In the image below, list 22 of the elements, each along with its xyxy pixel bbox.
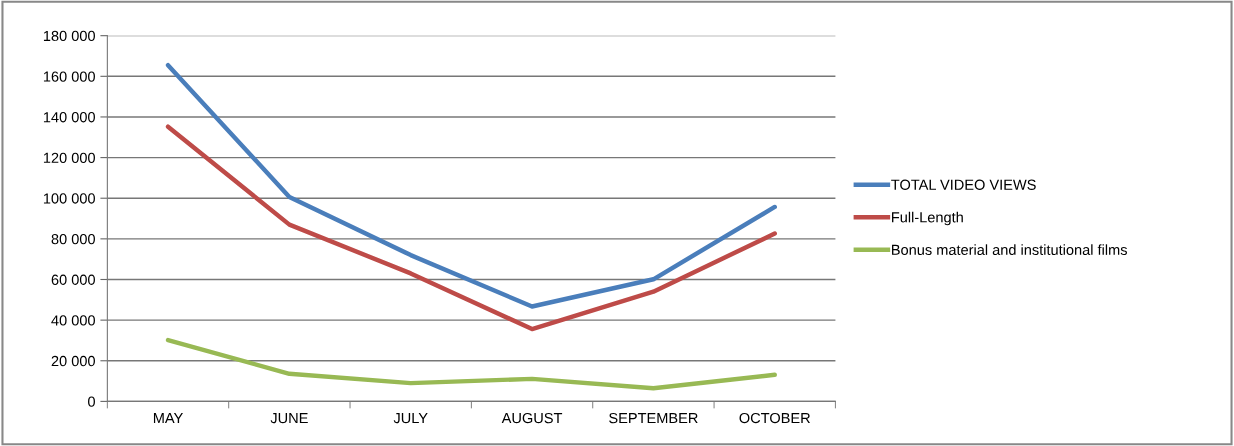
x-tick-label: JUNE [270,413,308,424]
x-tick-label: OCTOBER [739,412,810,424]
x-tick-label: SEPTEMBER [609,412,698,424]
y-tick-label: 140 000 [43,112,95,123]
x-tick-label: MAY [153,413,183,424]
y-tick-label: 20 000 [51,355,95,367]
y-tick-label: 100 000 [43,193,95,204]
y-tick-label: 60 000 [51,274,95,285]
legend-label: TOTAL VIDEO VIEWS [891,179,1036,190]
line-series [165,62,777,309]
y-tick-label: 160 000 [43,71,95,82]
y-tick-label: 180 000 [43,30,95,42]
y-tick-label: 80 000 [51,233,95,245]
legend-label: Full-Length [892,211,963,226]
legend-label: Bonus material and institutional films [892,244,1127,256]
x-tick-label: AUGUST [501,412,563,424]
x-tick-label: JULY [393,413,428,424]
y-tick-label: 0 [88,396,95,407]
line-series [165,124,777,332]
y-tick-label: 120 000 [43,152,95,164]
y-tick-label: 40 000 [51,315,95,326]
line-series [165,337,777,391]
